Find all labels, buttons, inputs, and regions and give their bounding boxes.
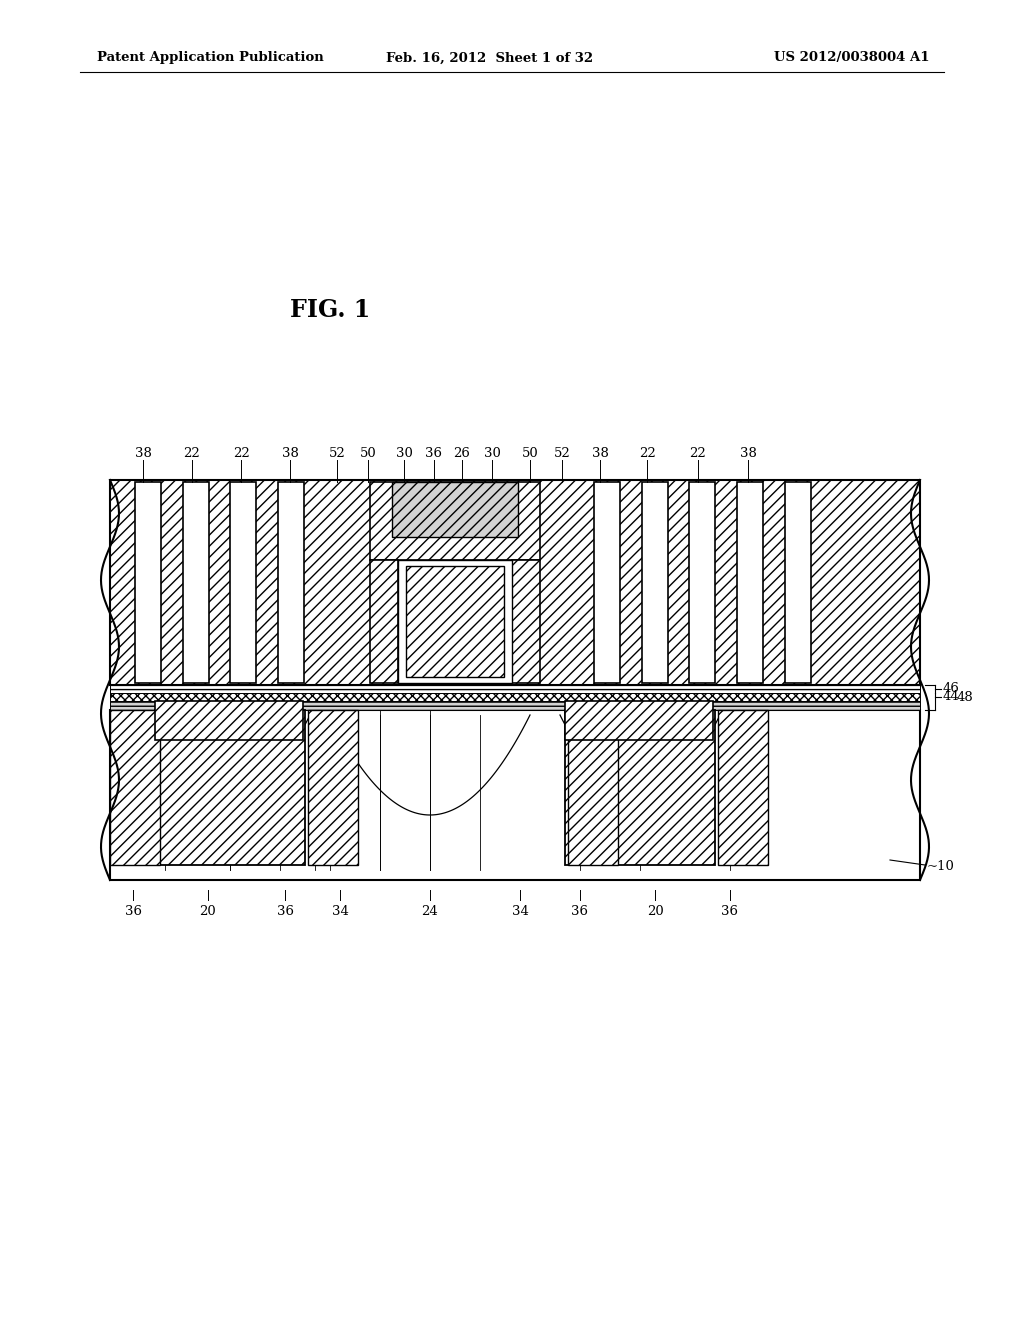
Text: 22: 22 bbox=[639, 447, 655, 459]
Bar bbox=[718, 710, 768, 865]
Bar bbox=[308, 710, 358, 865]
Text: 20: 20 bbox=[646, 906, 664, 917]
Bar bbox=[568, 710, 618, 865]
Bar bbox=[512, 560, 540, 682]
Bar bbox=[110, 480, 920, 685]
Text: 34: 34 bbox=[332, 906, 348, 917]
Text: 48: 48 bbox=[957, 690, 974, 704]
Bar bbox=[278, 482, 304, 682]
Bar bbox=[110, 685, 920, 693]
Text: 50: 50 bbox=[359, 447, 377, 459]
Bar bbox=[406, 566, 504, 677]
Text: 36: 36 bbox=[276, 906, 294, 917]
Text: 38: 38 bbox=[134, 447, 152, 459]
Text: 20: 20 bbox=[200, 906, 216, 917]
Bar bbox=[110, 710, 160, 865]
Bar bbox=[370, 482, 540, 560]
Bar bbox=[392, 482, 518, 537]
Bar bbox=[565, 701, 713, 741]
Bar bbox=[642, 482, 668, 682]
Text: 38: 38 bbox=[592, 447, 608, 459]
Text: US 2012/0038004 A1: US 2012/0038004 A1 bbox=[774, 51, 930, 65]
Text: 46: 46 bbox=[943, 682, 959, 696]
Text: 36: 36 bbox=[571, 906, 589, 917]
Text: Feb. 16, 2012  Sheet 1 of 32: Feb. 16, 2012 Sheet 1 of 32 bbox=[386, 51, 594, 65]
Text: Patent Application Publication: Patent Application Publication bbox=[97, 51, 324, 65]
Bar bbox=[110, 693, 920, 701]
Text: 24: 24 bbox=[422, 906, 438, 917]
Bar bbox=[689, 482, 715, 682]
Text: 38: 38 bbox=[739, 447, 757, 459]
Bar bbox=[110, 710, 920, 880]
Text: 22: 22 bbox=[232, 447, 250, 459]
Bar bbox=[110, 701, 920, 710]
Bar bbox=[155, 710, 305, 865]
Text: 44: 44 bbox=[943, 690, 959, 704]
Bar bbox=[565, 710, 715, 865]
Bar bbox=[183, 482, 209, 682]
Text: 36: 36 bbox=[125, 906, 141, 917]
Bar bbox=[370, 560, 398, 682]
Text: 52: 52 bbox=[329, 447, 345, 459]
Text: 34: 34 bbox=[512, 906, 528, 917]
Text: 36: 36 bbox=[426, 447, 442, 459]
Text: 26: 26 bbox=[454, 447, 470, 459]
Bar bbox=[230, 482, 256, 682]
Text: 22: 22 bbox=[183, 447, 201, 459]
Text: 38: 38 bbox=[282, 447, 298, 459]
Bar bbox=[155, 701, 303, 741]
Text: 52: 52 bbox=[554, 447, 570, 459]
Text: 36: 36 bbox=[722, 906, 738, 917]
Bar bbox=[594, 482, 620, 682]
Bar bbox=[398, 560, 512, 682]
Bar bbox=[135, 482, 161, 682]
Text: 22: 22 bbox=[689, 447, 707, 459]
Text: 50: 50 bbox=[521, 447, 539, 459]
Bar bbox=[737, 482, 763, 682]
Text: FIG. 1: FIG. 1 bbox=[290, 298, 370, 322]
Text: ~10: ~10 bbox=[927, 859, 954, 873]
Text: 30: 30 bbox=[483, 447, 501, 459]
Bar bbox=[785, 482, 811, 682]
Text: 30: 30 bbox=[395, 447, 413, 459]
